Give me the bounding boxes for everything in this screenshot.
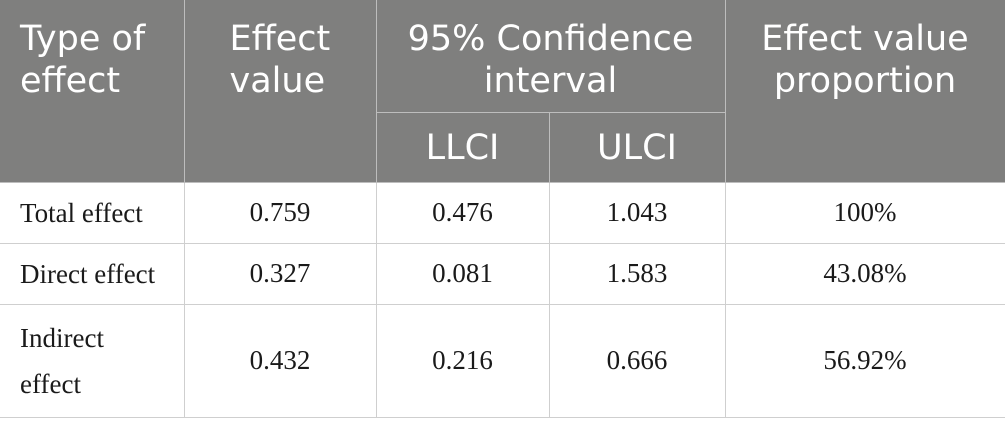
effect-value-cell: 0.759: [183, 181, 377, 244]
header-effect-value-proportion: Effect value proportion: [724, 0, 1005, 183]
row-type-cell: Indirect effect: [0, 303, 185, 418]
proportion-cell: 100%: [724, 181, 1005, 244]
header-ulci: ULCI: [548, 111, 726, 183]
header-llci: LLCI: [376, 111, 550, 183]
header-row: Type of effect Effect value 95% Confiden…: [0, 0, 1005, 183]
row-type-cell: Direct effect: [0, 242, 185, 305]
effects-table: Type of effect Effect value 95% Confiden…: [0, 0, 1005, 418]
llci-cell: 0.081: [375, 242, 550, 305]
table-row: Total effect 0.759 0.476 1.043 100%: [0, 181, 1005, 244]
llci-cell: 0.476: [375, 181, 550, 244]
ulci-cell: 1.583: [548, 242, 726, 305]
effect-value-cell: 0.327: [183, 242, 377, 305]
subheader-row: LLCI ULCI: [0, 111, 1005, 183]
header-effect-value: Effect value: [183, 0, 377, 183]
llci-cell: 0.216: [375, 303, 550, 418]
table-row: Indirect effect 0.432 0.216 0.666 56.92%: [0, 303, 1005, 418]
ulci-cell: 1.043: [548, 181, 726, 244]
header-confidence-interval: 95% Confidence interval: [375, 0, 726, 113]
table-row: Direct effect 0.327 0.081 1.583 43.08%: [0, 242, 1005, 305]
row-type-cell: Total effect: [0, 181, 185, 244]
proportion-cell: 43.08%: [724, 242, 1005, 305]
ulci-cell: 0.666: [548, 303, 726, 418]
header-type-of-effect: Type of effect: [0, 0, 185, 183]
proportion-cell: 56.92%: [724, 303, 1005, 418]
effect-value-cell: 0.432: [183, 303, 377, 418]
